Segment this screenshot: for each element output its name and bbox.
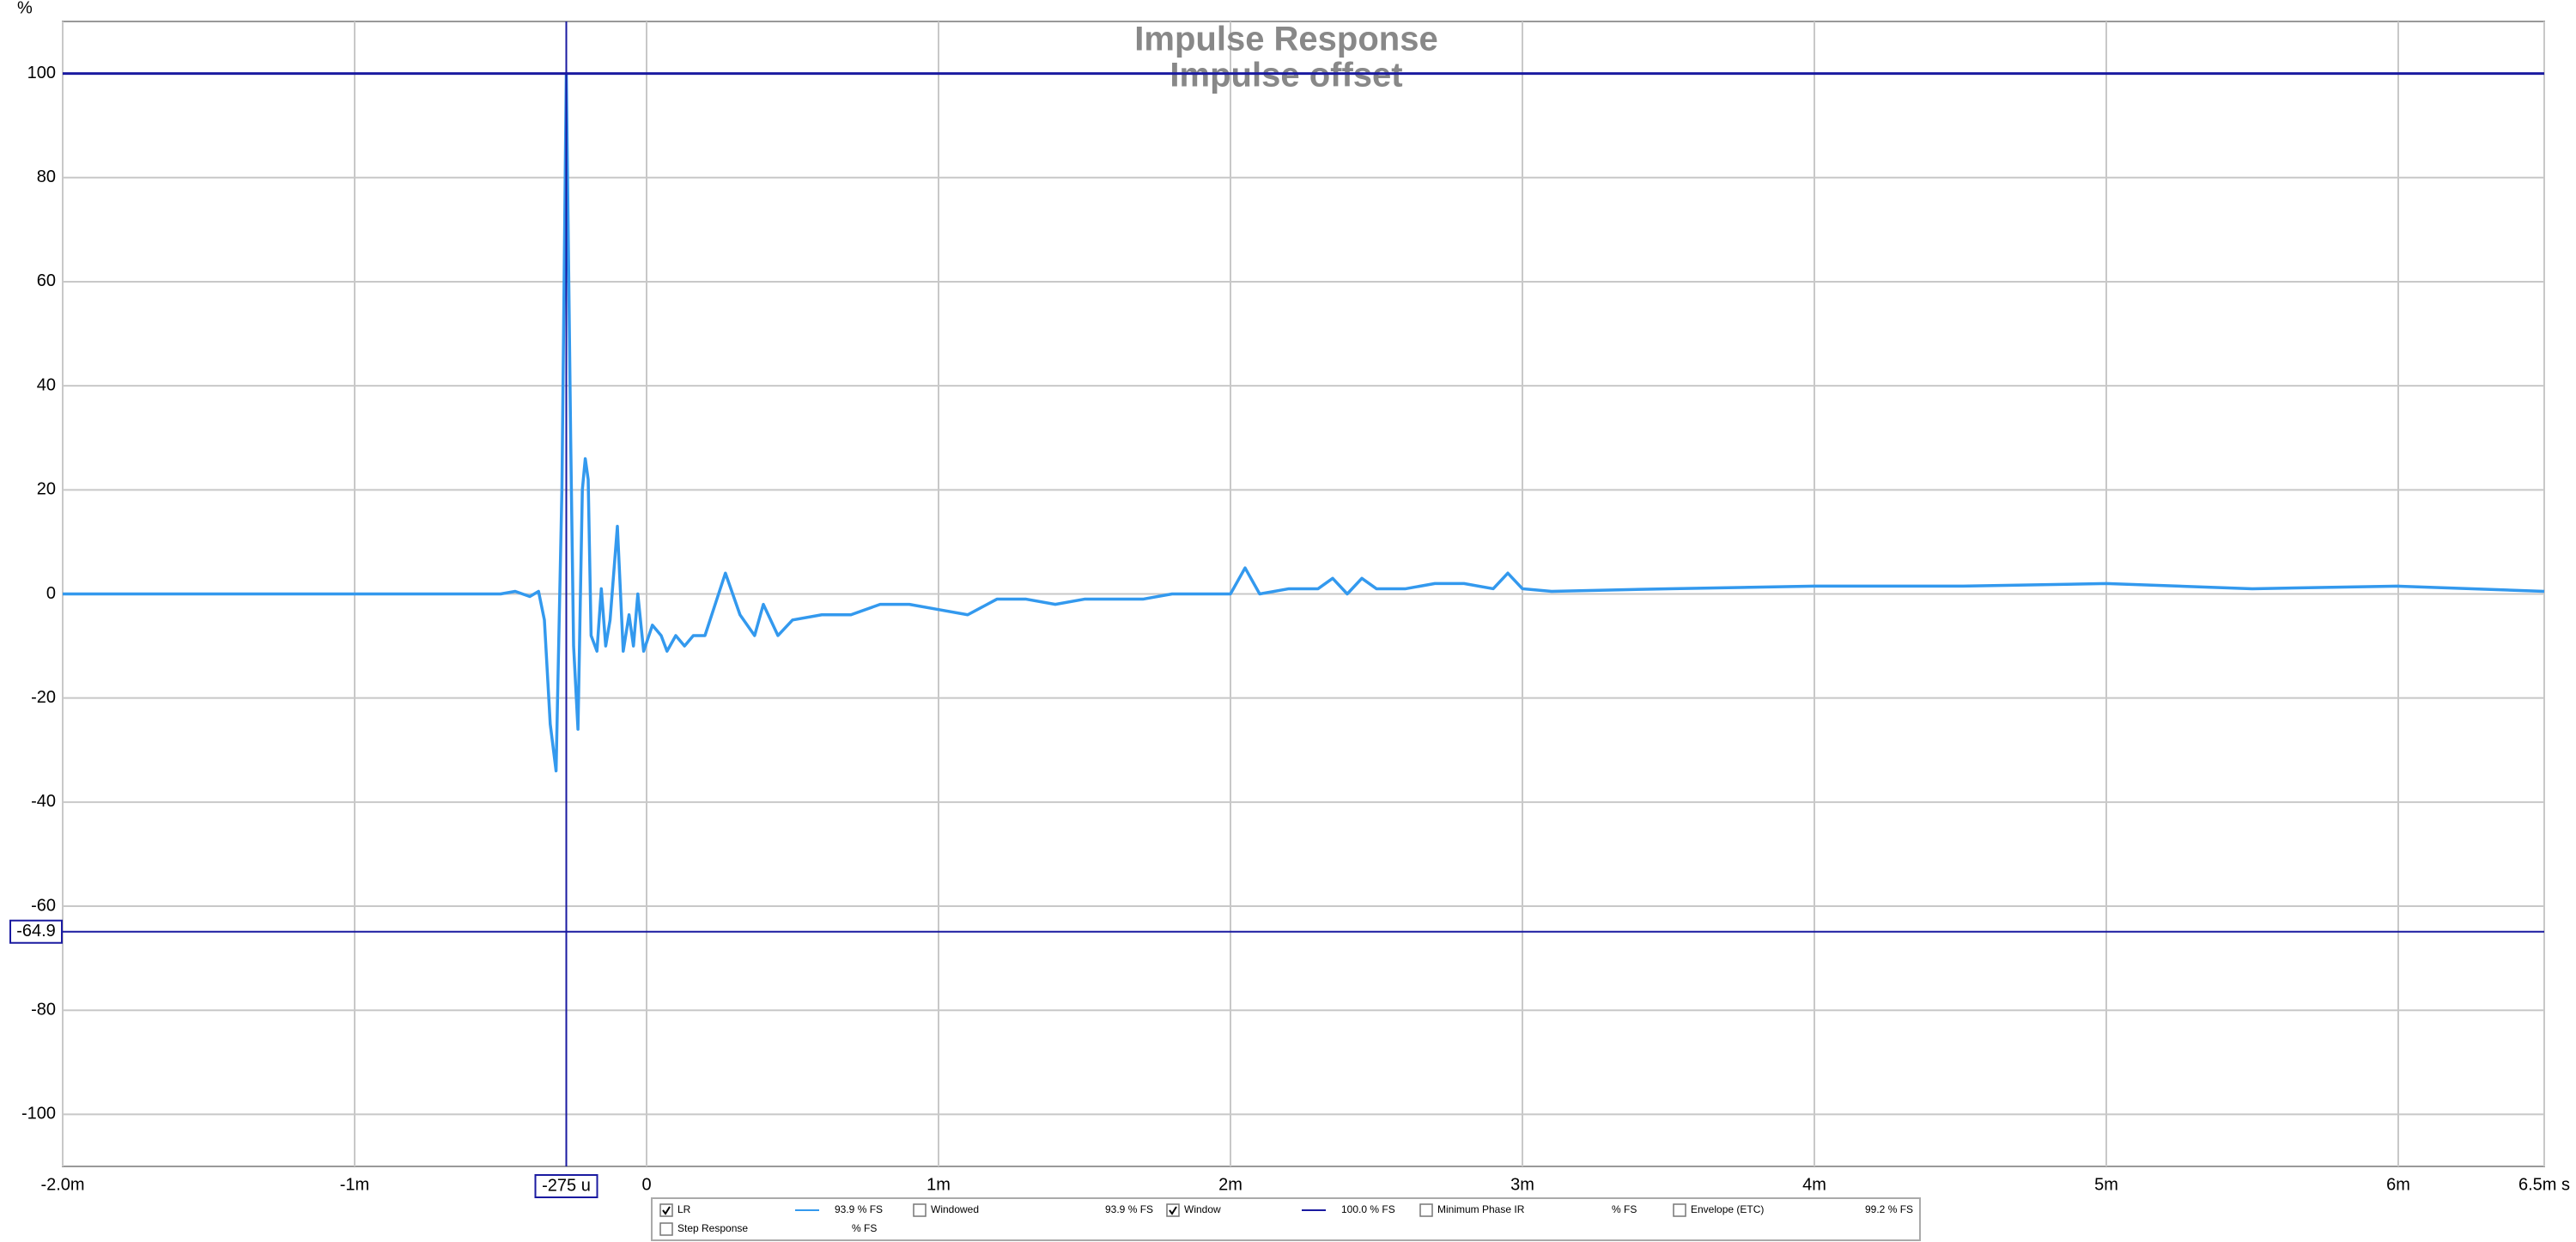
legend-check xyxy=(1169,1206,1177,1215)
x-tick-label: 5m xyxy=(2094,1175,2118,1194)
legend-reading: % FS xyxy=(852,1222,877,1234)
y-tick-label: 40 xyxy=(37,375,56,394)
legend-reading: 93.9 % FS xyxy=(1105,1203,1153,1215)
legend-reading: 99.2 % FS xyxy=(1865,1203,1913,1215)
x-tick-label: -2.0m xyxy=(40,1175,84,1194)
legend-checkbox[interactable] xyxy=(913,1203,927,1217)
legend-label: Windowed xyxy=(931,1203,979,1215)
legend-checkbox[interactable] xyxy=(659,1203,673,1217)
y-tick-label: 100 xyxy=(27,64,56,82)
cursor-y-label: -64.9 xyxy=(16,922,56,941)
cursor-y-box xyxy=(9,919,63,944)
x-tick-label: 2m xyxy=(1218,1175,1242,1194)
x-tick-label: 3m xyxy=(1510,1175,1534,1194)
y-tick-label: -80 xyxy=(31,1001,56,1020)
legend-reading: 100.0 % FS xyxy=(1341,1203,1395,1215)
y-tick-label: 60 xyxy=(37,271,56,290)
legend-label: Minimum Phase IR xyxy=(1437,1203,1525,1215)
x-tick-label: 4m xyxy=(1802,1175,1826,1194)
y-tick-label: -60 xyxy=(31,896,56,915)
legend-label: LR xyxy=(677,1203,691,1215)
cursor-x-label: -275 u xyxy=(542,1176,591,1195)
legend-reading: % FS xyxy=(1612,1203,1637,1215)
legend-box xyxy=(651,1197,1921,1241)
y-tick-label: 80 xyxy=(37,167,56,186)
legend-checkbox[interactable] xyxy=(659,1222,673,1236)
legend-label: Window xyxy=(1184,1203,1221,1215)
x-tick-label: 1m xyxy=(927,1175,951,1194)
legend-label: Step Response xyxy=(677,1222,748,1234)
chart-subtitle: Impulse offset xyxy=(1170,57,1402,94)
y-unit: % xyxy=(17,0,33,17)
y-tick-label: -100 xyxy=(21,1105,56,1123)
y-tick-label: -20 xyxy=(31,688,56,707)
legend-checkbox[interactable] xyxy=(1166,1203,1180,1217)
y-tick-label: -40 xyxy=(31,792,56,811)
x-tick-label: 6m xyxy=(2386,1175,2410,1194)
legend-check xyxy=(662,1206,671,1215)
legend-checkbox[interactable] xyxy=(1419,1203,1433,1217)
y-tick-label: 20 xyxy=(37,480,56,499)
x-tick-label: 0 xyxy=(641,1175,651,1194)
series-line xyxy=(63,71,2545,773)
legend-checkbox[interactable] xyxy=(1673,1203,1686,1217)
y-tick-label: 0 xyxy=(46,584,56,603)
x-tick-label: -1m xyxy=(340,1175,369,1194)
legend-label: Envelope (ETC) xyxy=(1691,1203,1764,1215)
chart-title: Impulse Response xyxy=(1134,21,1437,58)
cursor-x-box xyxy=(534,1174,598,1198)
legend-reading: 93.9 % FS xyxy=(835,1203,883,1215)
x-tick-label: 6.5m s xyxy=(2518,1175,2570,1194)
